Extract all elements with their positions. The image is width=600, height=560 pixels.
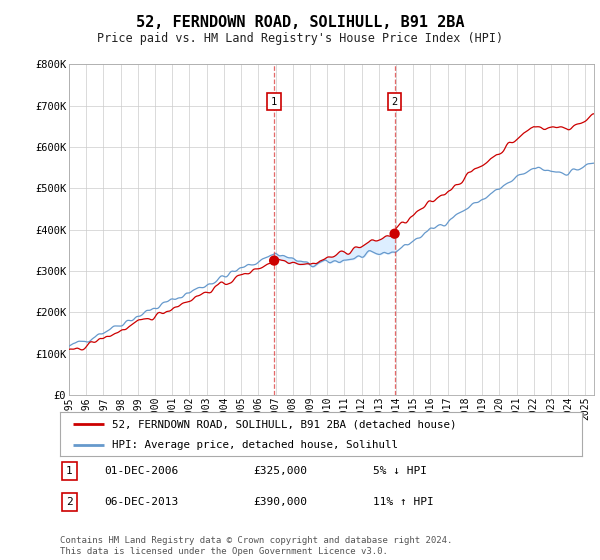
- Text: Contains HM Land Registry data © Crown copyright and database right 2024.
This d: Contains HM Land Registry data © Crown c…: [60, 536, 452, 556]
- Point: [390, 229, 400, 238]
- Text: Price paid vs. HM Land Registry's House Price Index (HPI): Price paid vs. HM Land Registry's House …: [97, 32, 503, 45]
- Text: £325,000: £325,000: [253, 466, 307, 476]
- Text: 01-DEC-2006: 01-DEC-2006: [104, 466, 179, 476]
- Text: 1: 1: [271, 96, 277, 106]
- Text: 52, FERNDOWN ROAD, SOLIHULL, B91 2BA (detached house): 52, FERNDOWN ROAD, SOLIHULL, B91 2BA (de…: [112, 419, 457, 429]
- Text: £390,000: £390,000: [253, 497, 307, 507]
- Text: 11% ↑ HPI: 11% ↑ HPI: [373, 497, 434, 507]
- Text: 52, FERNDOWN ROAD, SOLIHULL, B91 2BA: 52, FERNDOWN ROAD, SOLIHULL, B91 2BA: [136, 15, 464, 30]
- Text: HPI: Average price, detached house, Solihull: HPI: Average price, detached house, Soli…: [112, 440, 398, 450]
- Text: 06-DEC-2013: 06-DEC-2013: [104, 497, 179, 507]
- Text: 2: 2: [391, 96, 398, 106]
- Text: 1: 1: [66, 466, 73, 476]
- Text: 2: 2: [66, 497, 73, 507]
- Point: [269, 256, 279, 265]
- Text: 5% ↓ HPI: 5% ↓ HPI: [373, 466, 427, 476]
